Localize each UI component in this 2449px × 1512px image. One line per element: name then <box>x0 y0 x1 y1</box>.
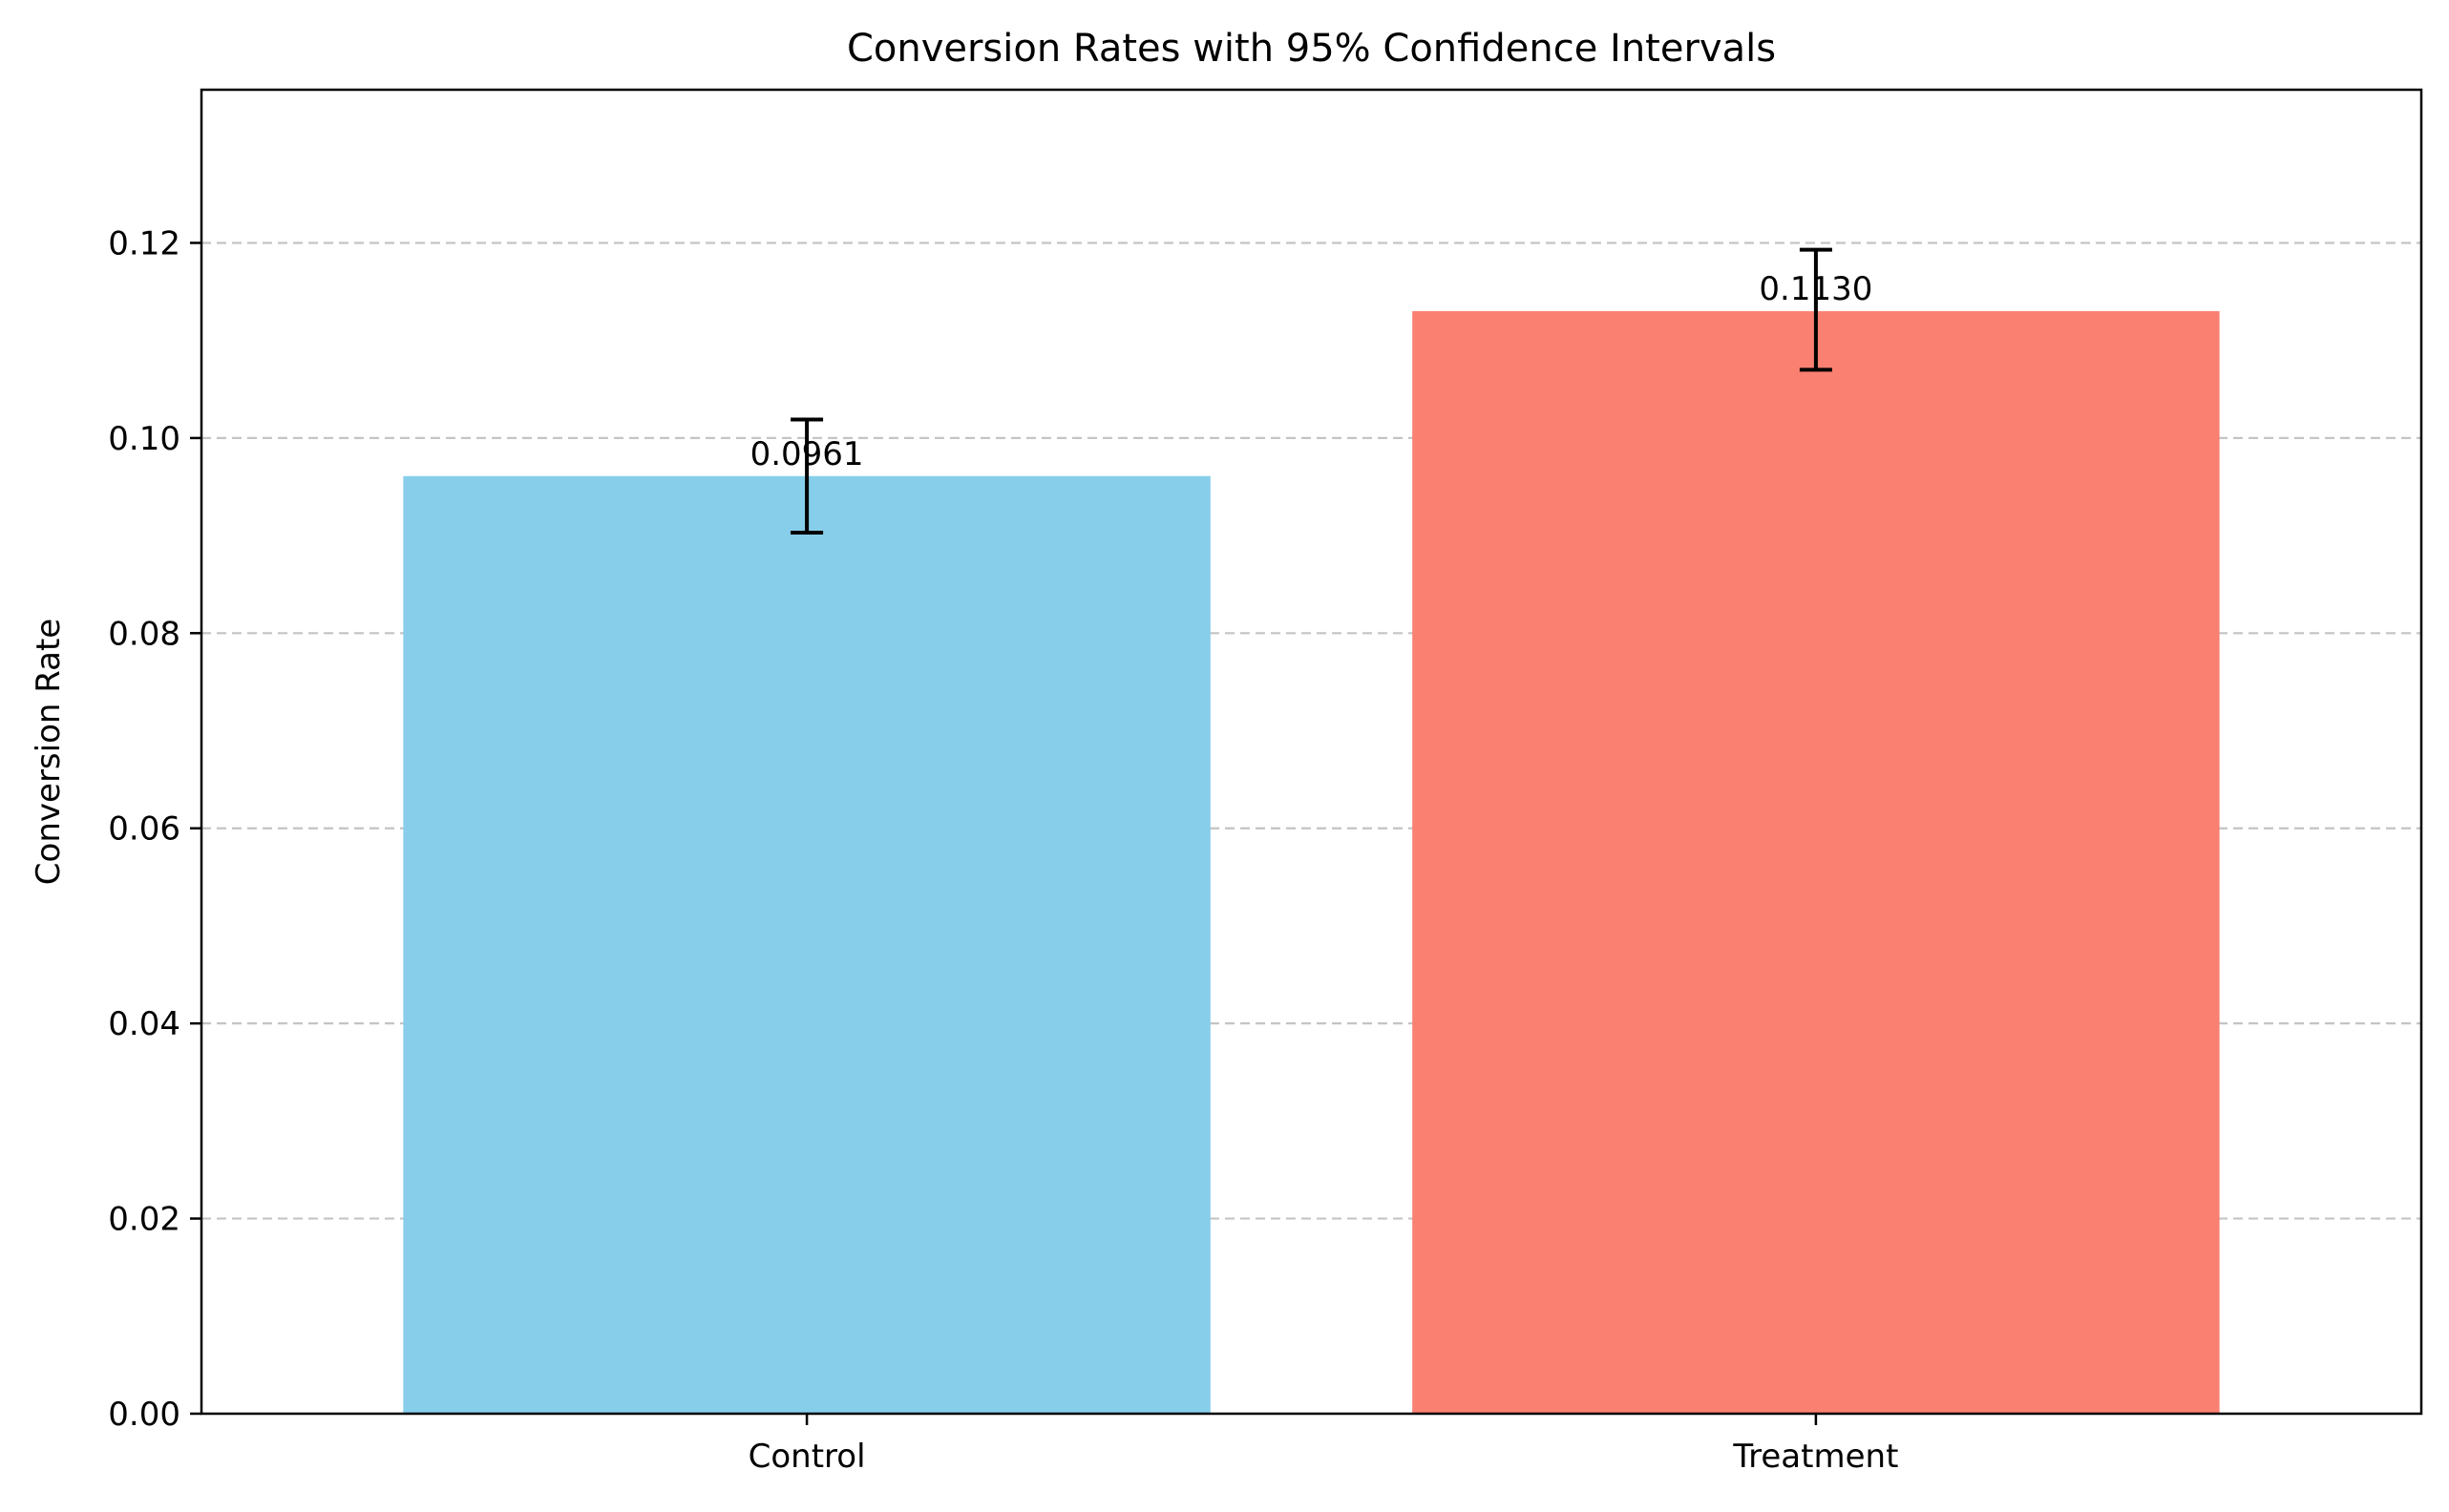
plot-frame <box>200 88 2423 1416</box>
bar-treatment <box>1412 311 2220 1414</box>
y-axis-label: Conversion Rate <box>30 619 68 885</box>
data-label-treatment: 0.1130 <box>1759 270 1872 308</box>
data-label-layer: 0.0961 0.1130 <box>750 270 1873 473</box>
error-bar-layer <box>791 247 1832 536</box>
y-tick-label: 0.10 <box>108 420 180 458</box>
y-tick-label: 0.08 <box>108 615 180 653</box>
chart-title: Conversion Rates with 95% Confidence Int… <box>847 27 1776 71</box>
bar-control <box>403 475 1211 1414</box>
y-tick-label: 0.04 <box>108 1005 180 1043</box>
y-tick-label: 0.12 <box>108 224 180 262</box>
bar-layer <box>403 311 2220 1414</box>
axis-layer: 0.00 0.02 0.04 0.06 0.08 0.10 0.12 Control Treat… <box>108 224 1898 1476</box>
x-tick-label: Treatment <box>1732 1438 1898 1476</box>
y-tick-label: 0.02 <box>108 1201 180 1239</box>
data-label-control: 0.0961 <box>750 435 864 473</box>
y-tick-label: 0.06 <box>108 810 180 849</box>
x-tick-label: Control <box>749 1438 866 1476</box>
y-tick-label: 0.00 <box>108 1396 180 1434</box>
